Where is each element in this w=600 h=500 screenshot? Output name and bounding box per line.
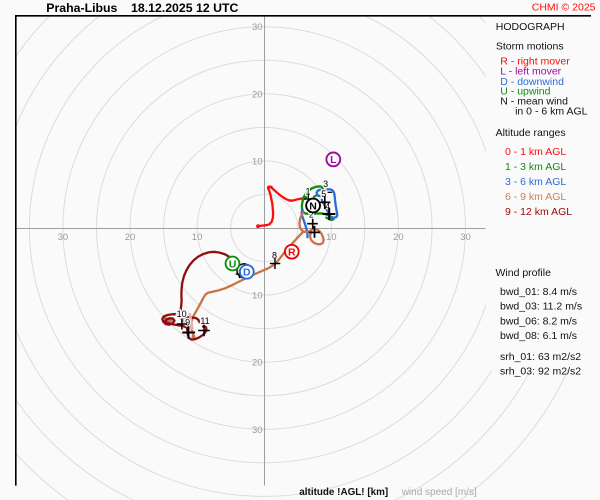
svg-text:1: 1 [305,187,310,197]
svg-text:20: 20 [393,232,404,243]
svg-text:bwd_06: 8.2 m/s: bwd_06: 8.2 m/s [500,315,577,327]
svg-text:N: N [309,200,317,212]
svg-text:3 - 6 km AGL: 3 - 6 km AGL [505,176,566,188]
svg-text:Altitude ranges: Altitude ranges [496,127,566,139]
svg-text:bwd_08: 6.1 m/s: bwd_08: 6.1 m/s [500,330,577,342]
svg-text:srh_01: 63 m2/s2: srh_01: 63 m2/s2 [500,351,581,363]
svg-text:10: 10 [326,232,337,243]
svg-text:R: R [288,247,296,259]
svg-text:HODOGRAPH: HODOGRAPH [496,21,565,33]
svg-text:10: 10 [192,232,203,243]
svg-text:8: 8 [272,251,277,261]
svg-text:N - mean wind: N - mean wind [500,95,568,107]
svg-text:altitude !AGL! [km]: altitude !AGL! [km] [299,487,388,498]
svg-text:20: 20 [252,358,263,369]
svg-text:20: 20 [252,89,263,100]
svg-text:3: 3 [323,179,328,189]
svg-text:11: 11 [200,316,209,326]
svg-text:Storm motions: Storm motions [496,41,564,53]
svg-text:6 - 9 km AGL: 6 - 9 km AGL [505,191,566,203]
svg-text:bwd_03: 11.2 m/s: bwd_03: 11.2 m/s [500,301,582,313]
svg-text:R - right mover: R - right mover [500,56,570,68]
svg-text:L - left mover: L - left mover [500,66,561,78]
svg-text:CHMI © 2025: CHMI © 2025 [532,2,596,14]
svg-text:10: 10 [252,291,263,302]
svg-text:9: 9 [185,318,190,328]
svg-text:10: 10 [177,309,187,319]
svg-text:srh_03: 92 m2/s2: srh_03: 92 m2/s2 [500,366,581,378]
svg-text:10: 10 [252,157,263,168]
svg-text:wind speed [m/s]: wind speed [m/s] [401,487,477,498]
svg-text:bwd_01: 8.4 m/s: bwd_01: 8.4 m/s [500,286,577,298]
svg-text:D: D [243,267,251,279]
svg-text:4: 4 [325,202,330,212]
svg-text:30: 30 [252,22,263,33]
svg-text:L: L [330,154,337,166]
svg-text:D - downwind: D - downwind [500,76,564,88]
svg-text:30: 30 [58,232,69,243]
svg-text:5: 5 [321,189,326,199]
svg-text:9 - 12 km AGL: 9 - 12 km AGL [505,206,572,218]
svg-text:U - upwind: U - upwind [500,85,550,97]
svg-text:1 - 3 km AGL: 1 - 3 km AGL [505,161,566,173]
svg-text:in 0 - 6 km AGL: in 0 - 6 km AGL [515,106,588,118]
svg-text:Praha-Libus 18.12.2025 12 U: Praha-Libus 18.12.2025 12 UTC [46,1,238,15]
svg-text:30: 30 [252,425,263,436]
svg-text:0 - 1 km AGL: 0 - 1 km AGL [505,146,566,158]
svg-text:30: 30 [460,232,471,243]
svg-text:U: U [229,258,237,270]
svg-text:20: 20 [125,232,136,243]
svg-text:2: 2 [309,210,314,219]
svg-text:Wind profile: Wind profile [496,267,552,279]
